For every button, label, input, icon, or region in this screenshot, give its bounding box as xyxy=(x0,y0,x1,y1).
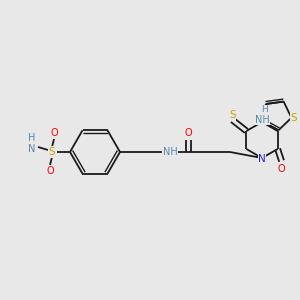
Text: S: S xyxy=(290,113,297,123)
Text: NH: NH xyxy=(163,147,177,157)
Text: O: O xyxy=(278,164,285,174)
Text: O: O xyxy=(50,128,58,138)
Text: H: H xyxy=(262,106,268,115)
Text: S: S xyxy=(229,110,236,120)
Text: S: S xyxy=(49,147,55,157)
Text: O: O xyxy=(184,128,192,138)
Text: NH: NH xyxy=(255,115,269,125)
Text: N: N xyxy=(28,144,36,154)
Text: H: H xyxy=(28,133,36,143)
Text: O: O xyxy=(46,166,54,176)
Text: N: N xyxy=(258,154,266,164)
